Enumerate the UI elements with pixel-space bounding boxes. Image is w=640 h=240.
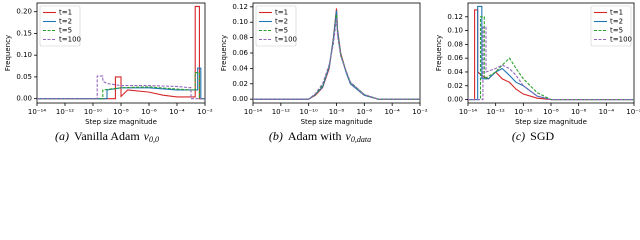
legend-label: t=5 bbox=[610, 27, 623, 35]
legend-label: t=100 bbox=[275, 36, 297, 44]
x-tick-label: 10⁻⁶ bbox=[357, 108, 373, 116]
caption: (c) SGD bbox=[512, 129, 555, 143]
series-line bbox=[468, 5, 634, 101]
x-tick-label: 10⁻¹² bbox=[56, 108, 74, 116]
y-tick-label: 0.00 bbox=[16, 95, 32, 103]
y-tick-label: 0.00 bbox=[232, 95, 248, 103]
y-tick-label: 0.02 bbox=[232, 80, 248, 88]
panel: 0.00 0.05 0.10 0.15 0.20 10⁻¹⁴ 10⁻¹² 10⁻¹⁰ 10⁻⁸ 1… bbox=[4, 2, 213, 144]
panel: 0.00 0.02 0.04 0.06 0.08 0.10 0.12 10⁻¹⁴ 10⁻¹² 10… bbox=[220, 2, 428, 144]
x-tick-label: 10⁻⁴ bbox=[599, 108, 615, 116]
y-tick-label: 0.00 bbox=[447, 96, 463, 104]
caption-sub: 0,0 bbox=[149, 135, 159, 144]
x-tick-label: 10⁻⁸ bbox=[329, 108, 345, 116]
figure: 0.00 0.05 0.10 0.15 0.20 10⁻¹⁴ 10⁻¹² 10⁻¹⁰ 10⁻⁸ 1… bbox=[4, 2, 640, 144]
legend-label: t=1 bbox=[610, 9, 623, 17]
y-tick-label: 0.04 bbox=[232, 64, 248, 72]
legend-label: t=100 bbox=[610, 36, 632, 44]
x-tick-label: 10⁻¹⁰ bbox=[514, 108, 532, 116]
caption-sub: 0,data bbox=[351, 135, 371, 144]
series-line bbox=[468, 16, 634, 101]
x-tick-label: 10⁻¹⁴ bbox=[28, 108, 46, 116]
y-tick-label: 0.08 bbox=[232, 34, 248, 42]
legend-label: t=1 bbox=[59, 9, 72, 17]
series-line bbox=[37, 72, 205, 100]
x-tick-label: 10⁻¹⁴ bbox=[244, 108, 262, 116]
legend-box bbox=[590, 5, 632, 47]
caption-text: SGD bbox=[530, 129, 554, 143]
x-tick-label: 10⁻² bbox=[626, 108, 640, 116]
caption-text: Vanilla Adam bbox=[74, 129, 140, 143]
x-tick-label: 10⁻⁸ bbox=[113, 108, 129, 116]
caption-label: (a) bbox=[55, 129, 69, 143]
y-tick-label: 0.04 bbox=[447, 68, 463, 76]
x-tick-label: 10⁻¹² bbox=[272, 108, 290, 116]
x-tick-label: 10⁻² bbox=[197, 108, 213, 116]
y-tick-label: 0.12 bbox=[232, 3, 248, 11]
x-tick-label: 10⁻⁴ bbox=[169, 108, 185, 116]
x-tick-label: 10⁻¹⁴ bbox=[459, 108, 477, 116]
legend-label: t=5 bbox=[275, 27, 288, 35]
caption-label: (b) bbox=[269, 129, 283, 143]
y-tick-label: 0.10 bbox=[16, 51, 32, 59]
y-tick-label: 0.12 bbox=[447, 13, 463, 21]
series-line bbox=[37, 5, 205, 100]
y-tick-label: 0.15 bbox=[16, 29, 32, 37]
legend-label: t=5 bbox=[59, 27, 72, 35]
legend-label: t=1 bbox=[275, 9, 288, 17]
caption-math: v bbox=[346, 129, 352, 143]
y-tick-label: 0.05 bbox=[16, 73, 32, 81]
x-axis-label: Step size magnitude bbox=[301, 118, 373, 126]
caption-math: v bbox=[144, 129, 150, 143]
y-tick-label: 0.06 bbox=[232, 49, 248, 57]
x-tick-label: 10⁻⁶ bbox=[571, 108, 587, 116]
y-tick-label: 0.10 bbox=[232, 18, 248, 26]
legend-box bbox=[255, 5, 297, 47]
y-axis-label: Frequency bbox=[4, 35, 12, 71]
y-axis-label: Frequency bbox=[220, 35, 228, 71]
x-tick-label: 10⁻¹⁰ bbox=[84, 108, 102, 116]
caption-text: Adam with bbox=[288, 129, 342, 143]
x-axis-label: Step size magnitude bbox=[515, 118, 587, 126]
y-tick-label: 0.08 bbox=[447, 40, 463, 48]
series-line bbox=[468, 26, 634, 101]
x-axis-label: Step size magnitude bbox=[85, 118, 157, 126]
y-tick-label: 0.02 bbox=[447, 82, 463, 90]
caption: (b) Adam with v0,data bbox=[269, 129, 371, 144]
y-axis-label: Frequency bbox=[435, 35, 443, 71]
legend-label: t=2 bbox=[59, 18, 72, 26]
legend-label: t=2 bbox=[275, 18, 288, 26]
y-tick-label: 0.06 bbox=[447, 54, 463, 62]
panel: 0.00 0.02 0.04 0.06 0.08 0.10 0.12 10⁻¹⁴ 10⁻¹² 10… bbox=[435, 2, 640, 143]
x-tick-label: 10⁻² bbox=[412, 108, 428, 116]
x-tick-label: 10⁻⁴ bbox=[384, 108, 400, 116]
y-tick-label: 0.20 bbox=[16, 8, 32, 16]
y-tick-label: 0.10 bbox=[447, 27, 463, 35]
x-tick-label: 10⁻⁸ bbox=[543, 108, 559, 116]
caption: (a) Vanilla Adam v0,0 bbox=[55, 129, 159, 144]
x-tick-label: 10⁻¹² bbox=[487, 108, 505, 116]
x-tick-label: 10⁻¹⁰ bbox=[300, 108, 318, 116]
legend-box bbox=[39, 5, 81, 47]
series-line bbox=[253, 18, 420, 100]
caption-label: (c) bbox=[512, 129, 525, 143]
series-line bbox=[37, 75, 205, 100]
legend-label: t=2 bbox=[610, 18, 623, 26]
x-tick-label: 10⁻⁶ bbox=[141, 108, 157, 116]
legend-label: t=100 bbox=[59, 36, 81, 44]
